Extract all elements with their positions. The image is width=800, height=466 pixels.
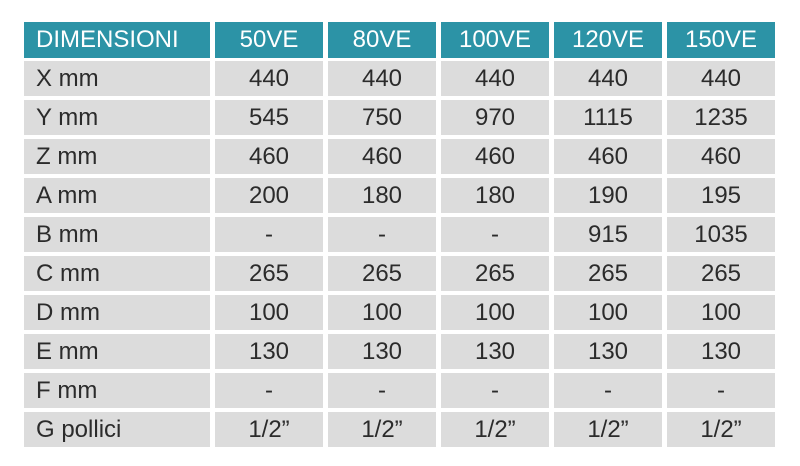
cell-value: - (554, 373, 662, 408)
cell-value: 460 (215, 139, 323, 174)
cell-value: 1/2” (554, 412, 662, 447)
cell-value: 100 (554, 295, 662, 330)
cell-value: - (215, 217, 323, 252)
cell-value: 130 (328, 334, 436, 369)
row-label: C mm (24, 256, 210, 291)
row-label: A mm (24, 178, 210, 213)
cell-value: 440 (667, 61, 775, 96)
cell-value: 190 (554, 178, 662, 213)
header-model: 80VE (328, 22, 436, 58)
cell-value: 460 (667, 139, 775, 174)
header-model: 150VE (667, 22, 775, 58)
cell-value: 100 (328, 295, 436, 330)
cell-value: 460 (554, 139, 662, 174)
row-label: E mm (24, 334, 210, 369)
cell-value: 130 (667, 334, 775, 369)
cell-value: 130 (554, 334, 662, 369)
cell-value: 180 (441, 178, 549, 213)
row-label: F mm (24, 373, 210, 408)
cell-value: 265 (441, 256, 549, 291)
cell-value: 440 (328, 61, 436, 96)
row-label: Y mm (24, 100, 210, 135)
row-label: Z mm (24, 139, 210, 174)
cell-value: 195 (667, 178, 775, 213)
row-label: D mm (24, 295, 210, 330)
row-label: X mm (24, 61, 210, 96)
cell-value: 440 (554, 61, 662, 96)
cell-value: 545 (215, 100, 323, 135)
cell-value: 460 (328, 139, 436, 174)
row-label: B mm (24, 217, 210, 252)
cell-value: - (441, 217, 549, 252)
cell-value: 1035 (667, 217, 775, 252)
header-label: DIMENSIONI (24, 22, 210, 58)
cell-value: 1/2” (328, 412, 436, 447)
cell-value: - (215, 373, 323, 408)
cell-value: 915 (554, 217, 662, 252)
cell-value: 180 (328, 178, 436, 213)
cell-value: 100 (441, 295, 549, 330)
row-label: G pollici (24, 412, 210, 447)
cell-value: 1115 (554, 100, 662, 135)
cell-value: 970 (441, 100, 549, 135)
cell-value: 1/2” (215, 412, 323, 447)
cell-value: 750 (328, 100, 436, 135)
cell-value: 100 (215, 295, 323, 330)
cell-value: 130 (215, 334, 323, 369)
cell-value: 460 (441, 139, 549, 174)
cell-value: 265 (328, 256, 436, 291)
cell-value: 265 (554, 256, 662, 291)
header-model: 100VE (441, 22, 549, 58)
cell-value: 265 (215, 256, 323, 291)
cell-value: 440 (215, 61, 323, 96)
cell-value: 1/2” (667, 412, 775, 447)
cell-value: 200 (215, 178, 323, 213)
header-model: 120VE (554, 22, 662, 58)
cell-value: 1/2” (441, 412, 549, 447)
cell-value: - (328, 373, 436, 408)
cell-value: 265 (667, 256, 775, 291)
cell-value: 1235 (667, 100, 775, 135)
cell-value: - (328, 217, 436, 252)
cell-value: 130 (441, 334, 549, 369)
cell-value: - (441, 373, 549, 408)
cell-value: 440 (441, 61, 549, 96)
cell-value: 100 (667, 295, 775, 330)
header-model: 50VE (215, 22, 323, 58)
cell-value: - (667, 373, 775, 408)
